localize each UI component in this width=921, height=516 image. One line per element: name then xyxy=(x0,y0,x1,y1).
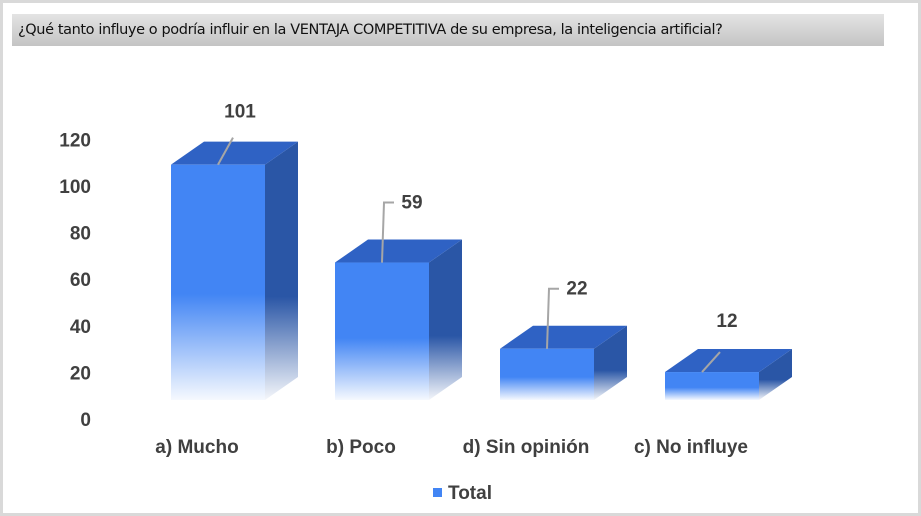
y-tick-label: 40 xyxy=(70,317,91,338)
bar xyxy=(665,372,759,400)
bar-side xyxy=(594,325,627,400)
bar xyxy=(500,348,594,400)
data-label: 59 xyxy=(401,193,422,214)
bar-side xyxy=(265,141,298,401)
leader-line xyxy=(546,287,559,349)
bar-top xyxy=(171,141,298,165)
y-tick-label: 20 xyxy=(70,363,91,384)
data-label: 12 xyxy=(716,311,737,332)
x-tick-label: d) Sin opinión xyxy=(463,437,590,458)
legend-label: Total xyxy=(448,483,492,504)
bar-top xyxy=(500,325,627,349)
y-tick-label: 60 xyxy=(70,270,91,291)
legend-swatch xyxy=(433,488,442,497)
bar-side xyxy=(759,349,792,400)
y-tick-label: 100 xyxy=(59,177,91,198)
leader-line xyxy=(381,201,394,263)
chart-plot: 0 20 40 60 80 100 120 101 a) Mucho 59 b) Poco 22 d) … xyxy=(59,102,792,504)
y-tick-label: 80 xyxy=(70,224,91,245)
bar xyxy=(335,262,429,400)
y-tick-label: 0 xyxy=(80,410,91,431)
bar-top xyxy=(335,239,462,263)
x-tick-label: a) Mucho xyxy=(155,437,238,458)
x-tick-label: b) Poco xyxy=(326,437,396,458)
y-tick-label: 120 xyxy=(59,130,91,151)
leader-line xyxy=(217,137,234,166)
chart-title: ¿Qué tanto influye o podría influir en l… xyxy=(12,14,884,46)
x-tick-label: c) No influye xyxy=(634,437,748,458)
data-label: 101 xyxy=(224,102,256,123)
data-label: 22 xyxy=(566,279,587,300)
leader-line xyxy=(701,351,721,373)
bar-top xyxy=(665,349,792,373)
bar xyxy=(171,164,265,400)
bar-side xyxy=(429,239,462,400)
